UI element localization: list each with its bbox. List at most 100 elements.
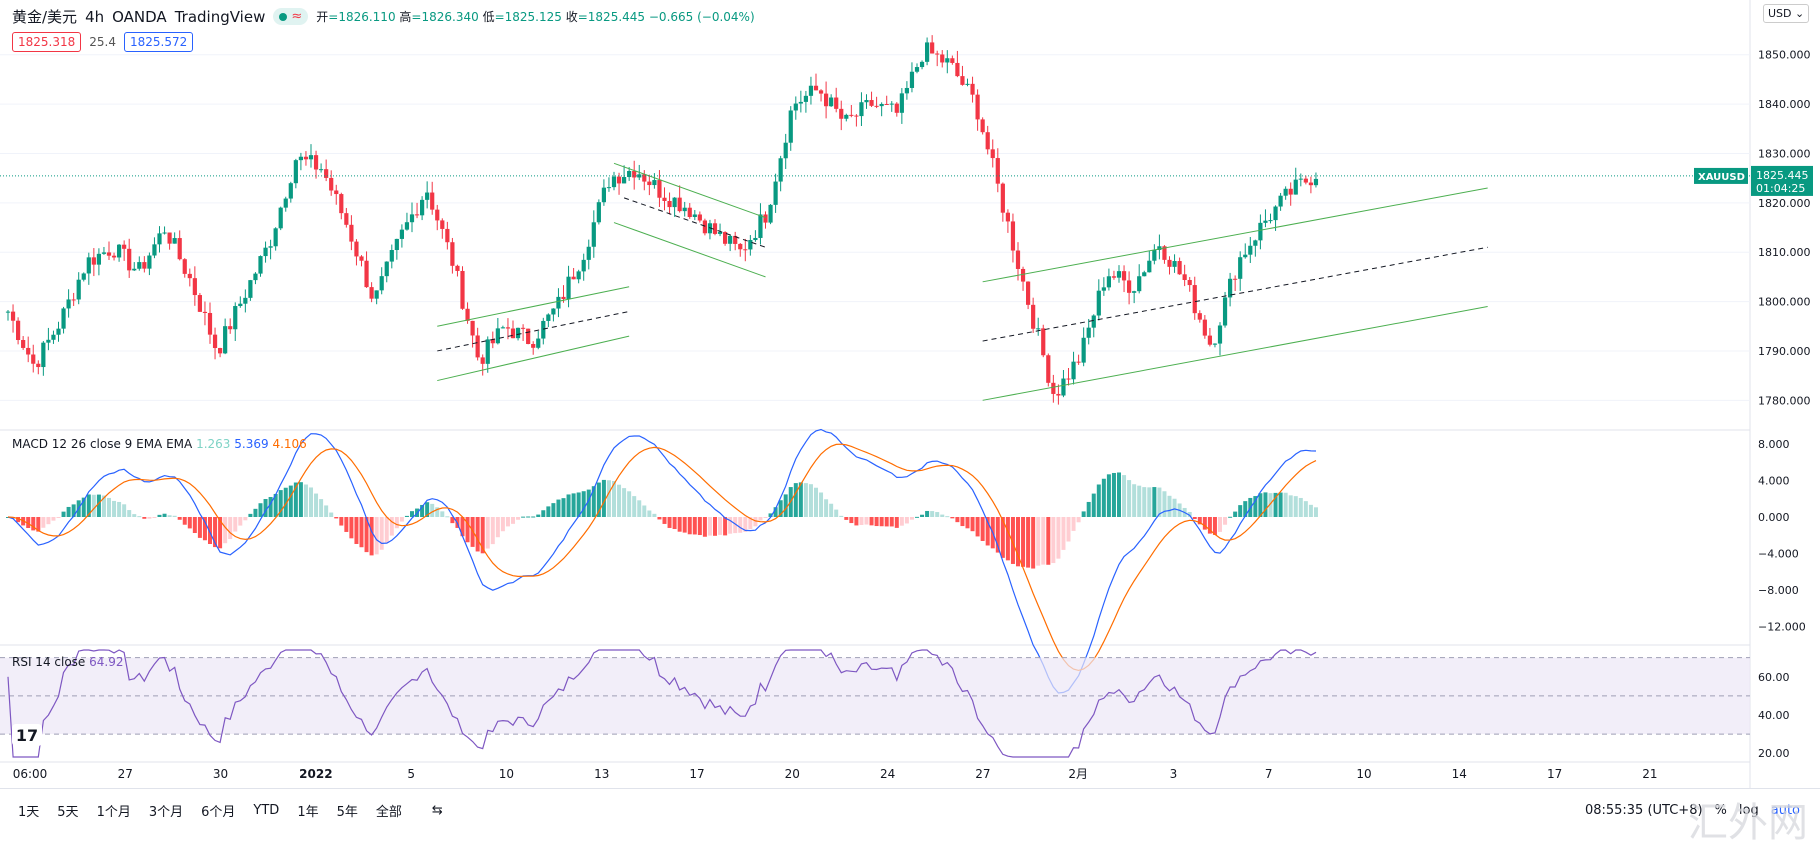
candle <box>914 67 920 72</box>
interval[interactable]: 4h <box>85 7 105 26</box>
range-5y[interactable]: 5年 <box>336 804 358 820</box>
macd-hist-bar <box>526 516 531 518</box>
candle <box>56 328 61 335</box>
currency-selector[interactable]: USD ⌄ <box>1763 4 1810 23</box>
range-1y[interactable]: 1年 <box>297 804 319 820</box>
candle <box>157 233 162 245</box>
macd-hist-bar <box>516 517 521 520</box>
macd-hist-bar <box>162 513 167 517</box>
macd-hist-bar <box>485 517 490 549</box>
macd-hist-bar <box>1162 491 1167 517</box>
rsi-legend[interactable]: RSI 14 close 64.92 <box>12 655 124 669</box>
auto-toggle[interactable]: auto <box>1770 802 1800 818</box>
candle <box>1096 290 1101 316</box>
candle <box>1076 361 1081 363</box>
macd-hist-bar <box>369 517 374 556</box>
candle <box>571 276 576 280</box>
candle <box>919 61 925 68</box>
candle <box>425 192 430 200</box>
candle <box>46 339 51 343</box>
candle <box>349 224 354 242</box>
range-all[interactable]: 全部 <box>375 804 402 820</box>
candle <box>394 238 399 251</box>
candle <box>187 273 192 279</box>
macd-hist-bar <box>339 517 344 526</box>
range-5d[interactable]: 5天 <box>57 804 79 820</box>
macd-hist-bar <box>127 510 132 517</box>
range-1m[interactable]: 1个月 <box>96 804 131 820</box>
candle <box>172 238 177 244</box>
macd-hist-bar <box>632 496 637 517</box>
price-tick-label: 1790.000 <box>1758 345 1811 358</box>
macd-hist-bar <box>849 517 854 524</box>
candle <box>1051 382 1056 394</box>
range-6m[interactable]: 6个月 <box>201 804 236 820</box>
candle <box>101 252 107 254</box>
macd-hist-bar <box>1258 493 1263 517</box>
candle <box>122 244 127 249</box>
candle <box>531 343 536 348</box>
time-tick-label: 10 <box>499 767 514 781</box>
macd-hist-bar <box>31 517 36 531</box>
macd-hist-bar <box>1187 511 1192 517</box>
spread: 25.4 <box>89 35 116 49</box>
range-ytd[interactable]: YTD <box>253 802 280 818</box>
candle <box>763 214 768 223</box>
macd-hist-bar <box>576 492 581 517</box>
macd-hist-bar <box>1081 511 1086 517</box>
candle <box>864 100 869 103</box>
candle <box>192 278 197 296</box>
range-1d[interactable]: 1天 <box>18 804 40 820</box>
macd-hist-bar <box>1000 517 1005 558</box>
macd-hist-bar <box>985 517 990 546</box>
price-tick-label: 1800.000 <box>1758 296 1811 309</box>
macd-hist-bar <box>268 496 273 517</box>
macd-hist-bar <box>920 514 925 517</box>
macd-hist-bar <box>1137 485 1142 517</box>
macd-hist-bar <box>839 515 844 517</box>
macd-hist-bar <box>718 517 723 535</box>
candle <box>455 265 460 271</box>
macd-legend[interactable]: MACD 12 26 close 9 EMA EMA 1.263 5.369 4… <box>12 437 307 451</box>
candle <box>526 328 531 344</box>
macd-hist-bar <box>107 497 111 517</box>
log-toggle[interactable]: log <box>1738 802 1759 818</box>
range-3m[interactable]: 3个月 <box>148 804 184 820</box>
time-tick-label: 13 <box>594 767 609 781</box>
candle <box>536 338 541 348</box>
ask-price[interactable]: 1825.572 <box>123 32 194 52</box>
macd-hist-bar <box>581 491 586 517</box>
candle <box>1182 274 1187 280</box>
macd-hist-bar <box>521 516 526 518</box>
macd-hist-bar <box>511 517 515 524</box>
percent-toggle[interactable]: % <box>1714 802 1727 818</box>
candle <box>889 103 894 105</box>
candle <box>778 158 783 182</box>
candle <box>86 257 91 274</box>
macd-hist-bar <box>1117 472 1121 517</box>
macd-hist-bar <box>546 506 551 517</box>
market-status-badge[interactable]: ≈ <box>273 8 309 25</box>
chart-canvas[interactable]: 1850.000 1840.000 1830.000 1820.000 1810.000… <box>0 0 1820 830</box>
candle <box>561 296 566 300</box>
symbol-name[interactable]: 黄金/美元 <box>12 8 78 26</box>
macd-hist-bar <box>142 517 147 519</box>
goto-date-icon[interactable]: ⇆ <box>431 802 443 818</box>
macd-hist-bar <box>132 514 137 517</box>
macd-hist-bar <box>687 517 692 535</box>
time-tick-label: 7 <box>1265 767 1273 781</box>
bid-price[interactable]: 1825.318 <box>12 32 82 52</box>
macd-hist-bar <box>975 517 980 537</box>
time-tick-label: 17 <box>1547 767 1562 781</box>
macd-hist-bar <box>707 517 712 536</box>
clock[interactable]: 08:55:35 (UTC+8) <box>1584 802 1703 818</box>
macd-hist-bar <box>642 505 647 517</box>
candle <box>541 320 546 339</box>
macd-hist-bar <box>329 512 334 517</box>
bottom-toolbar: 1天 5天 1个月 3个月 6个月 YTD 1年 5年 全部 ⇆ 08:55:3… <box>0 788 1820 831</box>
candle <box>182 259 187 274</box>
candle <box>354 241 359 257</box>
macd-hist-bar <box>1233 511 1238 517</box>
last-price-tag <box>1751 165 1813 196</box>
macd-hist-bar <box>435 507 440 517</box>
